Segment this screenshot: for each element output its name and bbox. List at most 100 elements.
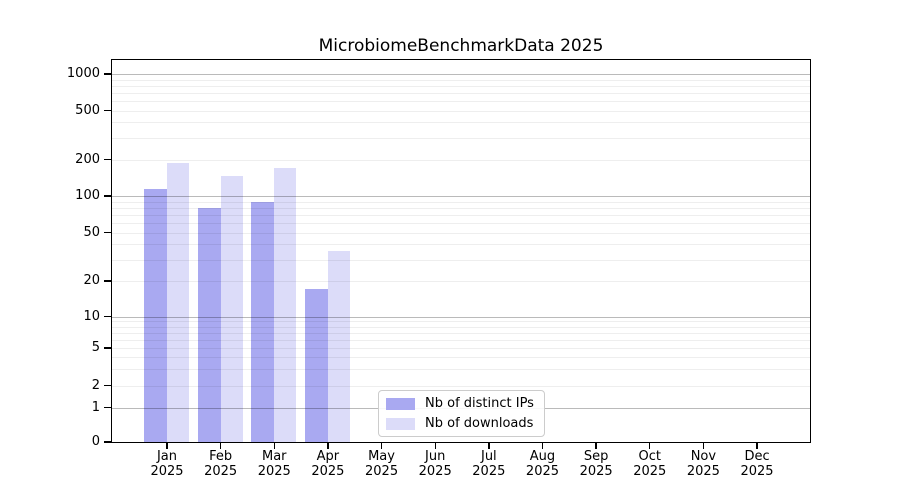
legend: Nb of distinct IPs Nb of downloads xyxy=(378,390,545,437)
x-tick-month: Jul xyxy=(480,449,497,464)
x-tick-label: Apr 2025 xyxy=(311,449,344,479)
x-tick-label: Jul 2025 xyxy=(472,449,505,479)
minor-gridline xyxy=(112,368,810,370)
y-tick xyxy=(104,406,111,409)
y-tick-label: 10 xyxy=(83,308,100,324)
x-tick xyxy=(380,443,383,449)
x-tick xyxy=(219,443,222,449)
y-tick xyxy=(104,109,111,112)
x-tick xyxy=(166,443,168,449)
minor-gridline xyxy=(112,339,810,341)
y-tick xyxy=(104,73,111,75)
bar-feb-ips xyxy=(197,207,221,442)
legend-label-distinct-ips: Nb of distinct IPs xyxy=(425,396,534,411)
legend-row-distinct-ips: Nb of distinct IPs xyxy=(386,396,537,411)
x-tick-year: 2025 xyxy=(472,464,506,479)
major-gridline xyxy=(112,196,810,197)
y-tick-label: 0 xyxy=(91,434,100,450)
x-tick-year: 2025 xyxy=(365,464,399,479)
x-tick-year: 2025 xyxy=(740,464,774,479)
x-tick xyxy=(488,443,490,449)
bar-jan-ips xyxy=(144,189,167,442)
minor-gridline xyxy=(112,122,810,124)
minor-gridline xyxy=(112,214,810,216)
x-tick-year: 2025 xyxy=(525,464,560,479)
x-tick xyxy=(756,443,758,449)
y-tick-label: 500 xyxy=(75,102,100,118)
minor-gridline xyxy=(112,357,810,359)
x-tick-year: 2025 xyxy=(686,464,720,479)
bar-feb-downloads xyxy=(220,175,243,442)
legend-row-downloads: Nb of downloads xyxy=(386,416,537,431)
minor-gridline xyxy=(112,110,810,112)
x-tick-label: Jun 2025 xyxy=(419,449,452,479)
y-tick-label: 1000 xyxy=(66,66,100,82)
minor-gridline xyxy=(112,100,810,102)
y-tick-label: 1 xyxy=(91,399,100,415)
x-tick-label: Nov 2025 xyxy=(687,449,720,479)
x-tick xyxy=(702,443,705,449)
major-gridline xyxy=(112,74,810,75)
legend-swatch-downloads-icon xyxy=(386,417,415,430)
minor-gridline xyxy=(112,159,810,161)
x-tick-month: Mar xyxy=(262,449,287,464)
x-tick-month: Oct xyxy=(638,449,661,464)
minor-gridline xyxy=(112,332,810,334)
chart-title: MicrobiomeBenchmarkData 2025 xyxy=(318,36,604,56)
x-tick-label: May 2025 xyxy=(365,449,398,479)
y-tick-label: 50 xyxy=(83,224,100,240)
x-tick-month: Nov xyxy=(690,449,717,464)
x-tick-label: Aug 2025 xyxy=(526,449,559,479)
y-tick-label: 5 xyxy=(91,340,100,356)
x-tick-year: 2025 xyxy=(204,464,238,479)
minor-gridline xyxy=(112,385,810,387)
minor-gridline xyxy=(112,79,810,81)
x-tick xyxy=(595,443,597,449)
bar-apr-ips xyxy=(304,289,328,442)
x-tick-month: Jun xyxy=(425,449,446,464)
bar-jan-downloads xyxy=(167,163,189,442)
minor-gridline xyxy=(112,348,810,349)
x-tick-month: Sep xyxy=(583,449,609,464)
x-tick xyxy=(327,443,329,449)
x-tick-month: Jan xyxy=(156,449,178,464)
x-tick-month: Dec xyxy=(744,449,770,464)
y-tick-label: 200 xyxy=(75,151,100,167)
x-tick-label: Dec 2025 xyxy=(740,449,773,479)
x-tick xyxy=(649,443,651,449)
y-tick-label: 100 xyxy=(75,188,100,204)
y-tick xyxy=(104,347,111,349)
x-tick-label: Feb 2025 xyxy=(204,449,237,479)
y-tick-label: 2 xyxy=(91,377,100,393)
minor-gridline xyxy=(112,137,810,139)
major-gridline xyxy=(112,316,810,318)
minor-gridline xyxy=(112,207,810,209)
x-tick-year: 2025 xyxy=(150,464,184,479)
x-tick-year: 2025 xyxy=(311,464,345,479)
y-tick xyxy=(104,315,111,318)
x-tick-label: Sep 2025 xyxy=(580,449,613,479)
x-tick xyxy=(273,443,275,449)
y-tick xyxy=(104,158,111,161)
bar-mar-ips xyxy=(251,202,275,442)
x-tick xyxy=(541,443,544,449)
minor-gridline xyxy=(112,259,810,261)
x-tick-year: 2025 xyxy=(418,464,452,479)
y-tick xyxy=(104,384,111,387)
y-tick-label: 20 xyxy=(83,273,100,289)
x-tick-month: May xyxy=(368,449,395,464)
bar-apr-downloads xyxy=(327,251,350,442)
x-tick-label: Mar 2025 xyxy=(258,449,291,479)
plot-frame xyxy=(111,59,811,443)
minor-gridline xyxy=(112,244,810,246)
minor-gridline xyxy=(112,201,810,203)
x-tick-month: Feb xyxy=(209,449,233,464)
y-tick xyxy=(104,441,111,443)
minor-gridline xyxy=(112,92,810,94)
x-tick-year: 2025 xyxy=(257,464,291,479)
x-tick-label: Jan 2025 xyxy=(150,449,183,479)
minor-gridline xyxy=(112,281,810,282)
minor-gridline xyxy=(112,232,810,234)
legend-label-downloads: Nb of downloads xyxy=(425,416,534,431)
